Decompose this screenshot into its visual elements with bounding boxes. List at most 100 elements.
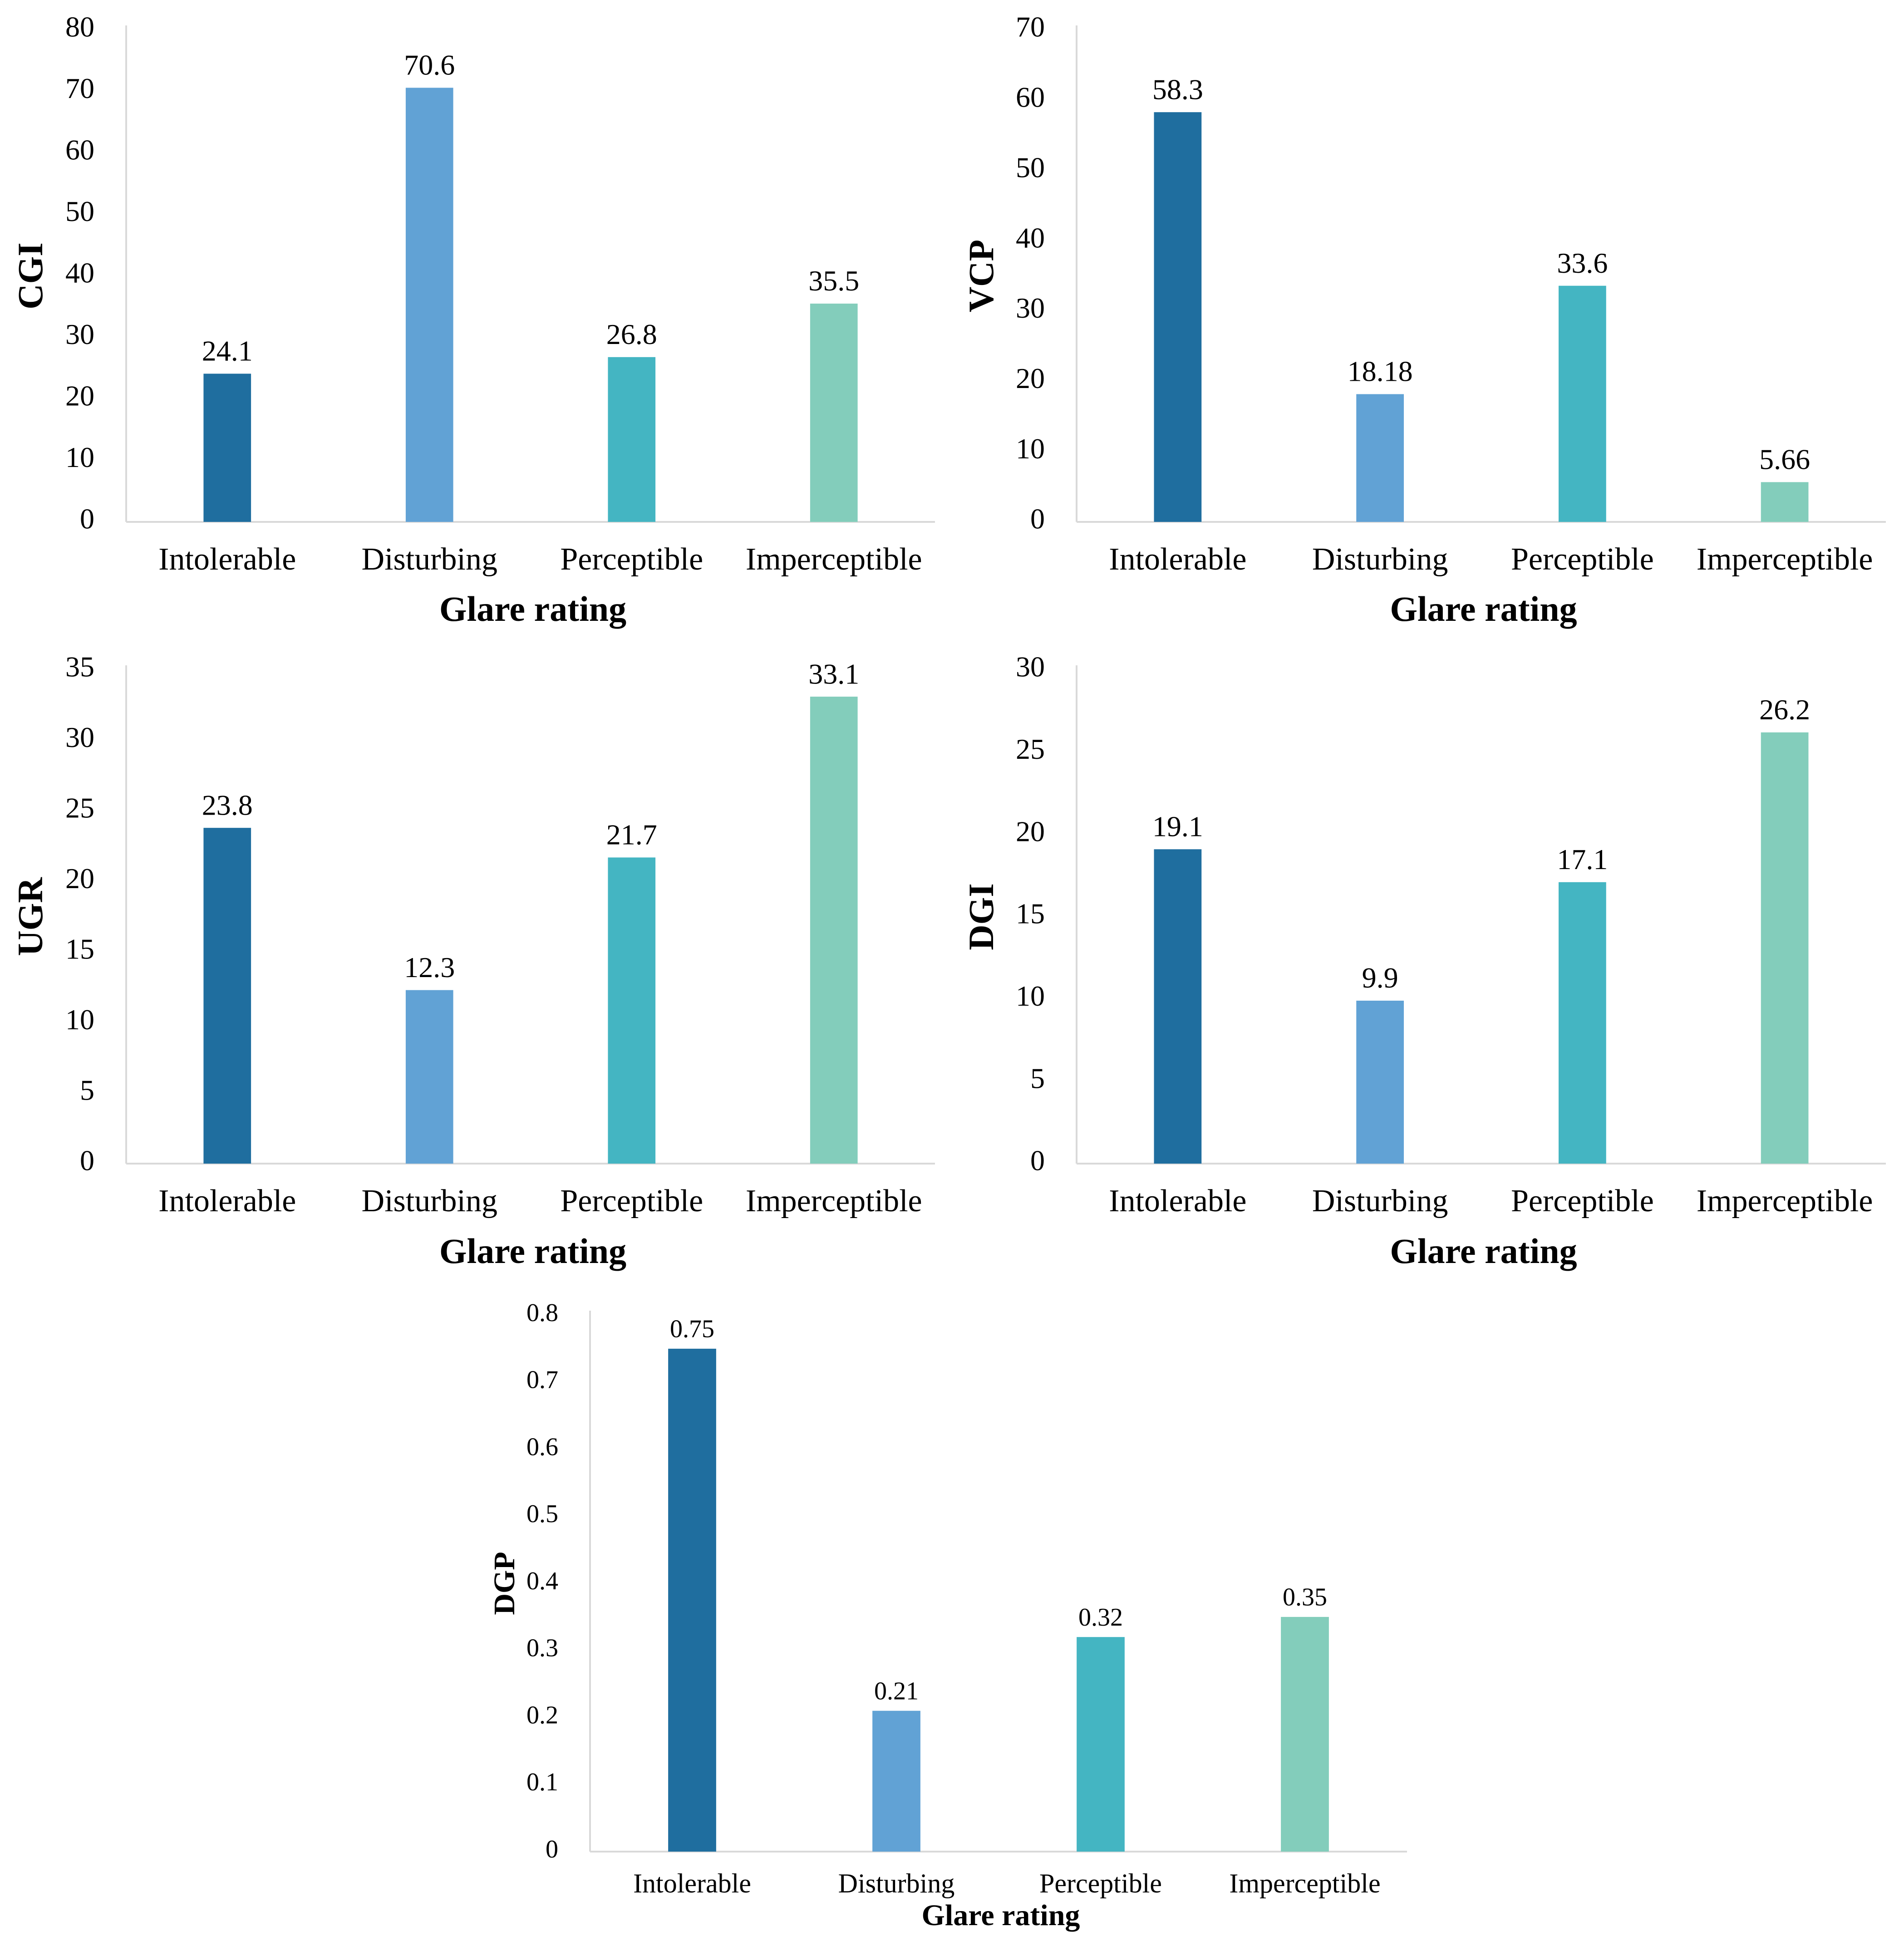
data-label-disturbing: 70.6 [404, 49, 455, 81]
data-label-disturbing: 9.9 [1362, 962, 1398, 994]
bar-perceptible [1077, 1637, 1125, 1852]
bar-intolerable [668, 1348, 716, 1852]
y-tick-label: 0.8 [526, 1299, 558, 1327]
y-tick-label: 0.6 [526, 1433, 558, 1461]
y-tick-label: 40 [1016, 221, 1045, 254]
y-tick-label: 40 [65, 257, 94, 289]
category-label-disturbing: Disturbing [362, 542, 497, 577]
data-label-perceptible: 21.7 [606, 819, 657, 851]
data-label-disturbing: 12.3 [404, 951, 455, 983]
chart-ugr: 0 5 10 15 20 25 30 35 23.8 Intolerable 12.3 Disturb… [10, 651, 935, 1271]
y-axis-title: CGI [10, 242, 50, 309]
bar-intolerable [203, 828, 251, 1164]
y-axis-title: DGP [488, 1552, 521, 1615]
y-tick-label: 10 [65, 441, 94, 473]
bar-perceptible [608, 357, 656, 522]
y-tick-label: 50 [65, 195, 94, 227]
y-tick-label: 20 [65, 380, 94, 412]
category-label-intolerable: Intolerable [1109, 542, 1246, 577]
y-tick-label: 30 [1016, 651, 1045, 683]
data-label-disturbing: 0.21 [874, 1677, 919, 1705]
y-tick-label: 10 [1016, 432, 1045, 465]
y-tick-label: 0 [80, 1145, 94, 1177]
y-tick-label: 60 [65, 134, 94, 166]
data-label-disturbing: 18.18 [1348, 355, 1413, 388]
bar-perceptible [1558, 285, 1606, 522]
y-tick-label: 15 [65, 933, 94, 965]
y-tick-label: 10 [65, 1003, 94, 1036]
data-label-imperceptible: 26.2 [1759, 693, 1810, 726]
bar-disturbing [405, 88, 453, 522]
category-label-disturbing: Disturbing [838, 1868, 955, 1898]
data-label-intolerable: 19.1 [1152, 811, 1203, 843]
category-label-perceptible: Perceptible [1039, 1868, 1162, 1898]
x-axis-title: Glare rating [1390, 589, 1577, 629]
bar-disturbing [1356, 394, 1404, 522]
chart-cgi: 0 10 20 30 40 50 60 70 80 24.1 Intolerable 70.6 Dist… [10, 11, 935, 629]
y-tick-label: 5 [80, 1074, 94, 1106]
y-tick-label: 0.2 [526, 1701, 558, 1729]
chart-dgi: 0 5 10 15 20 25 30 19.1 Intolerable 9.9 Disturbing… [961, 651, 1886, 1271]
bar-perceptible [1558, 882, 1606, 1164]
category-label-imperceptible: Imperceptible [746, 542, 922, 577]
y-tick-label: 0.4 [526, 1567, 558, 1595]
x-axis-title: Glare rating [922, 1899, 1080, 1932]
y-tick-label: 20 [65, 862, 94, 894]
category-label-intolerable: Intolerable [158, 542, 296, 577]
y-tick-label: 80 [65, 11, 94, 43]
bar-imperceptible [810, 303, 858, 522]
y-tick-label: 5 [1030, 1062, 1045, 1094]
y-tick-label: 25 [1016, 733, 1045, 765]
y-tick-label: 60 [1016, 81, 1045, 113]
data-label-intolerable: 58.3 [1152, 73, 1203, 105]
y-axis-title: VCP [961, 240, 1001, 312]
bar-imperceptible [1281, 1617, 1329, 1852]
category-label-disturbing: Disturbing [362, 1184, 497, 1219]
data-label-imperceptible: 33.1 [808, 658, 859, 690]
category-label-intolerable: Intolerable [1109, 1184, 1246, 1219]
bar-intolerable [1154, 112, 1202, 522]
bar-disturbing [405, 990, 453, 1164]
y-tick-label: 0.3 [526, 1634, 558, 1662]
bar-disturbing [1356, 1000, 1404, 1164]
data-label-imperceptible: 5.66 [1759, 443, 1810, 476]
y-tick-label: 0 [546, 1835, 558, 1863]
bar-perceptible [608, 857, 656, 1164]
y-tick-label: 15 [1016, 898, 1045, 930]
data-label-perceptible: 33.6 [1557, 247, 1608, 279]
y-tick-label: 0 [1030, 503, 1045, 535]
data-label-perceptible: 17.1 [1557, 843, 1608, 875]
y-tick-label: 30 [65, 721, 94, 753]
chart-vcp: 0 10 20 30 40 50 60 70 58.3 Intolerable 18.18 Distu… [961, 11, 1886, 629]
x-axis-title: Glare rating [1390, 1231, 1577, 1271]
x-axis-title: Glare rating [439, 589, 626, 629]
y-tick-label: 30 [65, 318, 94, 350]
bar-intolerable [1154, 849, 1202, 1164]
y-tick-label: 20 [1016, 815, 1045, 847]
category-label-perceptible: Perceptible [1511, 542, 1654, 577]
category-label-intolerable: Intolerable [158, 1184, 296, 1219]
y-axis-title: UGR [10, 877, 50, 956]
y-tick-label: 0 [1030, 1145, 1045, 1177]
y-tick-label: 25 [65, 792, 94, 824]
data-label-imperceptible: 0.35 [1283, 1583, 1327, 1612]
y-axis-title: DGI [961, 883, 1001, 950]
category-label-disturbing: Disturbing [1312, 542, 1448, 577]
category-label-imperceptible: Imperceptible [746, 1184, 922, 1219]
data-label-perceptible: 0.32 [1078, 1603, 1123, 1631]
y-tick-label: 0 [80, 503, 94, 535]
data-label-intolerable: 23.8 [202, 789, 253, 821]
data-label-intolerable: 24.1 [202, 335, 253, 367]
y-tick-label: 70 [1016, 11, 1045, 43]
y-tick-label: 0.5 [526, 1500, 558, 1528]
data-label-intolerable: 0.75 [670, 1315, 714, 1343]
y-tick-label: 50 [1016, 151, 1045, 183]
bar-imperceptible [1761, 732, 1809, 1164]
category-label-imperceptible: Imperceptible [1697, 542, 1873, 577]
category-label-perceptible: Perceptible [560, 542, 703, 577]
category-label-disturbing: Disturbing [1312, 1184, 1448, 1219]
x-axis-title: Glare rating [439, 1231, 626, 1271]
data-label-imperceptible: 35.5 [808, 265, 859, 297]
category-label-perceptible: Perceptible [1511, 1184, 1654, 1219]
y-tick-label: 20 [1016, 362, 1045, 394]
